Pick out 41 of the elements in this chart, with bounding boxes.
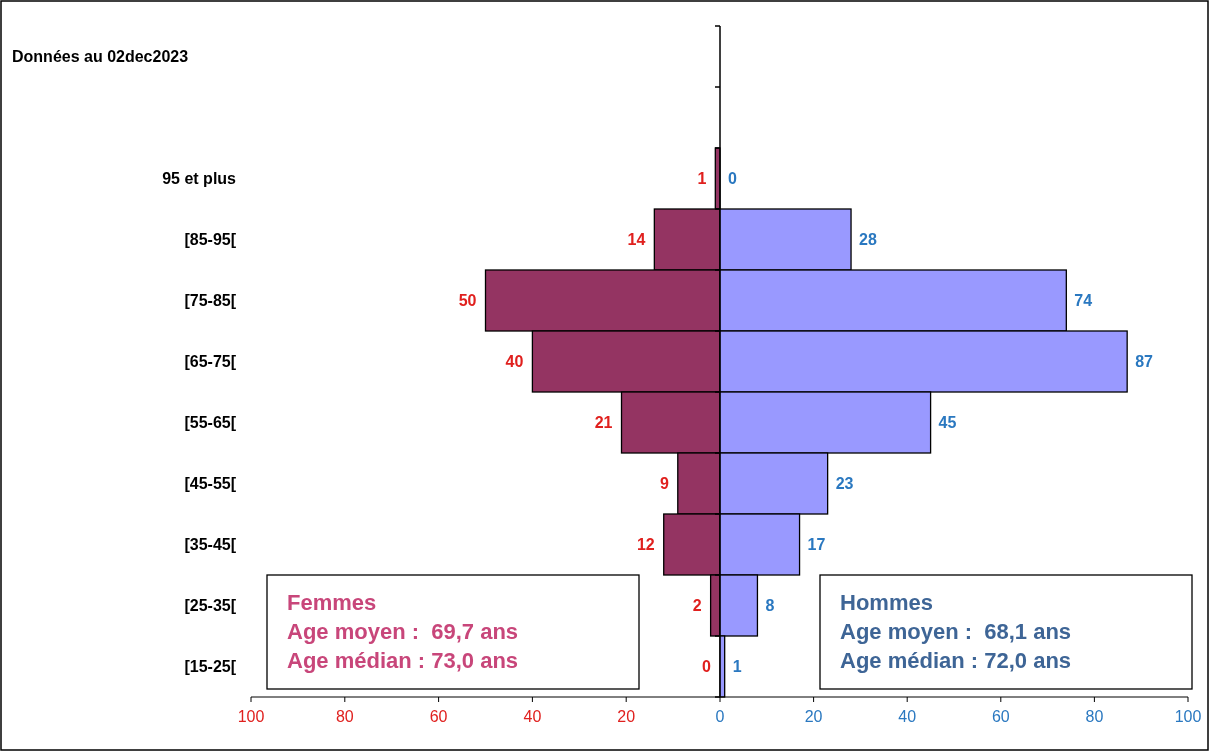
annotation: Hommes Age moyen : 68,1 ans Age médian : 72,0 ans <box>840 590 1072 673</box>
data-label: 28 <box>859 231 877 249</box>
text: Données au 02dec2023 <box>12 48 189 66</box>
x-tick-label: 40 <box>898 708 917 725</box>
data-label: 50 <box>458 292 477 310</box>
data-label: 12 <box>636 536 655 554</box>
y-tick-label: [55-65[ <box>184 414 237 432</box>
x-tick-label: 40 <box>523 708 542 725</box>
data-label: 40 <box>505 353 524 371</box>
y-tick-label: [45-55[ <box>184 475 237 493</box>
y-tick-label: [65-75[ <box>184 353 237 371</box>
y-tick-label: [85-95[ <box>184 231 237 249</box>
data-label: 2 <box>692 597 702 615</box>
data-label: 74 <box>1074 292 1093 310</box>
x-tick-label: 20 <box>804 708 823 725</box>
x-tick-label: 0 <box>715 708 725 725</box>
data-label: 14 <box>627 231 646 249</box>
y-tick-label: [15-25[ <box>184 658 237 676</box>
data-label: 1 <box>732 658 742 676</box>
data-label: 23 <box>835 475 854 493</box>
x-tick-label: 100 <box>1174 708 1202 725</box>
x-tick-label: 100 <box>237 708 265 725</box>
data-label: 17 <box>807 536 826 554</box>
data-label: 0 <box>728 170 737 188</box>
y-tick-label: [35-45[ <box>184 536 237 554</box>
y-tick-label: 95 et plus <box>162 170 237 188</box>
data-label: 9 <box>659 475 669 493</box>
data-label: 8 <box>765 597 775 615</box>
data-label: 45 <box>938 414 957 432</box>
x-tick-label: 80 <box>335 708 354 725</box>
annotation: Femmes Age moyen : 69,7 ans Age médian : 73,0 ans <box>287 590 519 673</box>
y-tick-label: [25-35[ <box>184 597 237 615</box>
data-label: 0 <box>702 658 712 676</box>
y-tick-label: [75-85[ <box>184 292 237 310</box>
x-tick-label: 60 <box>991 708 1010 725</box>
x-tick-label: 60 <box>429 708 448 725</box>
x-tick-label: 80 <box>1085 708 1104 725</box>
data-label: 1 <box>697 170 707 188</box>
data-label: 21 <box>594 414 613 432</box>
data-label: 87 <box>1135 353 1154 371</box>
x-tick-label: 20 <box>617 708 636 725</box>
